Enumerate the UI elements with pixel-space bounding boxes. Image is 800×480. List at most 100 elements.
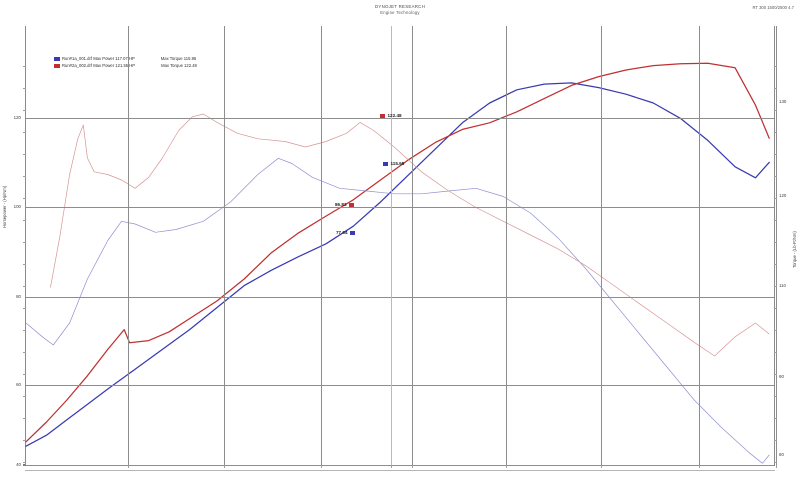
y-tick-label-left: 40 [16,462,21,467]
axis-tick-left [23,198,26,199]
callout-power-blue-point[interactable]: 77.64 [336,230,355,235]
header-line-2: Engine Technology [380,10,420,15]
axis-tick-left [23,132,26,133]
plot-area: Run#1a_001.drf Max Power 117.07 HP Max T… [23,26,777,468]
callout-marker [349,202,354,207]
axis-tick-left [23,176,26,177]
axis-tick-left [23,418,26,419]
curve-power [25,82,770,447]
curve-layer [25,62,770,464]
callout-torque-blue-peak[interactable]: 115.95 [383,161,404,166]
axis-tick-right [774,286,777,287]
axis-tick-left [23,220,26,221]
axis-tick-left [23,352,26,353]
axis-tick-right [774,462,777,463]
gridline-vertical [128,26,129,465]
chart-footer-rule [25,470,775,474]
y-tick-label-right: 90 [779,374,784,379]
axis-tick-right [774,330,777,331]
origin-marker [23,464,25,466]
gridline-vertical [776,26,777,465]
axis-tick-bottom [391,465,392,468]
callout-power-red-point[interactable]: 86.83 [335,202,354,207]
legend-item-run1[interactable]: Run#1a_001.drf Max Power 117.07 HP Max T… [54,55,197,62]
curve-torque [25,157,770,464]
axis-tick-bottom [506,465,507,468]
axis-tick-bottom [776,465,777,468]
axis-tick-right [774,418,777,419]
axis-tick-left [23,330,26,331]
y-tick-label-right: 120 [779,193,787,198]
axis-tick-left [23,88,26,89]
chart-header-title: DYNOJET RESEARCH Engine Technology [0,4,800,16]
axis-tick-bottom [224,465,225,468]
axis-tick-right [774,198,777,199]
curve-torque [50,113,770,357]
axis-tick-right [774,220,777,221]
axis-tick-left [23,110,26,111]
callout-value: 115.95 [390,161,405,166]
y-tick-label-right: 110 [779,283,786,288]
callout-value: 86.83 [335,202,347,207]
axis-tick-right [774,396,777,397]
callout-marker [350,230,355,235]
chart-header-right: RT 300 1500/2500 4.7 [752,5,794,11]
gridline-vertical [321,26,322,465]
gridline-vertical [601,26,602,465]
y-tick-label-left: 60 [16,382,21,387]
axis-tick-bottom [699,465,700,468]
legend-item-run2[interactable]: Run#2a_002.drf Max Power 121.55 HP Max T… [54,62,197,69]
axis-tick-bottom [412,465,413,468]
gridline-horizontal [26,207,774,208]
legend-torque-run2: Max Torque 122.48 [161,63,197,68]
axis-tick-left [23,286,26,287]
legend-label-run1: Run#1a_001.drf Max Power 117.07 HP [62,56,135,61]
axis-tick-left [23,308,26,309]
axis-tick-right [774,264,777,265]
gridline-vertical [391,26,392,465]
gridline-vertical [224,26,225,465]
curve-power [25,62,770,443]
axis-tick-right [774,88,777,89]
callout-marker [383,161,388,166]
legend: Run#1a_001.drf Max Power 117.07 HP Max T… [54,55,197,69]
axis-tick-left [23,154,26,155]
axis-tick-bottom [321,465,322,468]
gridline-vertical [699,26,700,465]
legend-label-run2: Run#2a_002.drf Max Power 121.55 HP [62,63,136,68]
axis-tick-left [23,242,26,243]
axis-tick-bottom [128,465,129,468]
axis-tick-right [774,440,777,441]
gridline-vertical [412,26,413,465]
axis-tick-left [23,66,26,67]
gridline-horizontal [26,118,774,119]
callout-torque-red-peak[interactable]: 122.48 [380,113,402,118]
gridline-horizontal [26,465,774,466]
y-tick-label-right: 80 [779,452,784,457]
axis-tick-left [23,396,26,397]
legend-swatch-run1 [54,56,60,61]
axis-tick-right [774,242,777,243]
axis-tick-right [774,132,777,133]
callout-value: 122.48 [387,113,402,118]
legend-torque-run1: Max Torque 115.95 [160,56,197,61]
axis-tick-left [23,462,26,463]
axis-tick-bottom [601,465,602,468]
gridline-horizontal [26,385,774,386]
axis-tick-right [774,110,777,111]
axis-tick-right [774,176,777,177]
axis-tick-left [23,374,26,375]
y-tick-label-right: 130 [779,99,787,104]
y-tick-label-left: 100 [13,204,21,209]
callout-value: 77.64 [336,230,348,235]
y-tick-label-left: 120 [13,115,21,120]
axis-tick-right [774,66,777,67]
axis-tick-right [774,352,777,353]
gridline-horizontal [26,297,774,298]
axis-tick-left [23,264,26,265]
y-tick-label-left: 80 [16,294,21,299]
callout-marker [380,113,385,118]
gridline-vertical [506,26,507,465]
header-line-1: DYNOJET RESEARCH [374,4,426,9]
